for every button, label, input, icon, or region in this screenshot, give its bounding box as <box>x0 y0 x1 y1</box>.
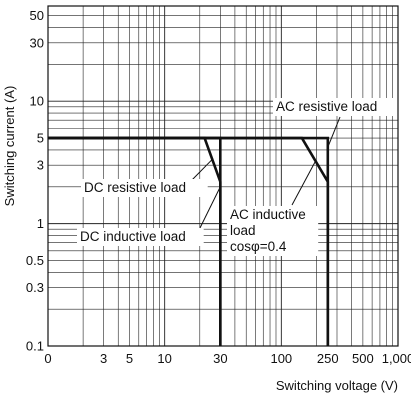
x-tick-labels: 0 3 5 10 30 100 250 500 1,000 <box>44 351 411 366</box>
annotation-ac-resistive: AC resistive load <box>276 99 377 114</box>
annotation-dc-inductive: DC inductive load <box>80 229 186 244</box>
y-tick-label: 50 <box>30 8 44 23</box>
annotation-bg <box>273 98 400 116</box>
y-tick-label: 30 <box>30 35 44 50</box>
annotation-leaders <box>189 116 341 233</box>
leader-dc-inductive <box>197 186 221 233</box>
y-tick-label: 1 <box>37 216 44 231</box>
annotation-bg <box>77 228 204 246</box>
y-axis-label: Switching current (A) <box>2 86 17 207</box>
annotation-ac-inductive: cosφ=0.4 <box>230 239 287 254</box>
y-tick-label: 0.3 <box>26 280 44 295</box>
x-tick-label: 1,000 <box>382 351 411 366</box>
series-line-3 <box>48 136 330 346</box>
annotations: AC resistive load DC resistive load DC ind… <box>77 98 400 256</box>
annotation-dc-resistive: DC resistive load <box>84 180 186 195</box>
y-tick-label: 10 <box>30 94 44 109</box>
x-tick-label: 3 <box>100 351 107 366</box>
y-tick-label: 0.1 <box>26 339 44 354</box>
leader-dc-resistive <box>189 158 214 183</box>
annotation-ac-inductive: AC inductive <box>230 207 306 222</box>
leader-ac-inductive <box>291 161 316 206</box>
x-tick-label: 100 <box>270 351 292 366</box>
x-tick-label: 250 <box>317 351 339 366</box>
x-tick-label: 30 <box>213 351 227 366</box>
grid <box>48 6 398 346</box>
x-tick-label: 5 <box>126 351 133 366</box>
leader-ac-resistive <box>327 116 341 148</box>
y-tick-label: 5 <box>37 131 44 146</box>
y-tick-label: 3 <box>37 158 44 173</box>
plot-frame <box>47 5 399 347</box>
x-tick-label: 500 <box>352 351 374 366</box>
x-axis-label: Switching voltage (V) <box>276 378 398 393</box>
annotation-ac-inductive: load <box>230 223 256 238</box>
x-tick-label: 0 <box>44 351 51 366</box>
x-tick-label: 10 <box>157 351 171 366</box>
y-tick-labels: 0.1 0.3 0.5 1 3 5 10 30 50 <box>26 8 44 353</box>
annotation-bg <box>227 206 319 256</box>
y-tick-label: 0.5 <box>26 253 44 268</box>
annotation-bg <box>81 179 208 197</box>
